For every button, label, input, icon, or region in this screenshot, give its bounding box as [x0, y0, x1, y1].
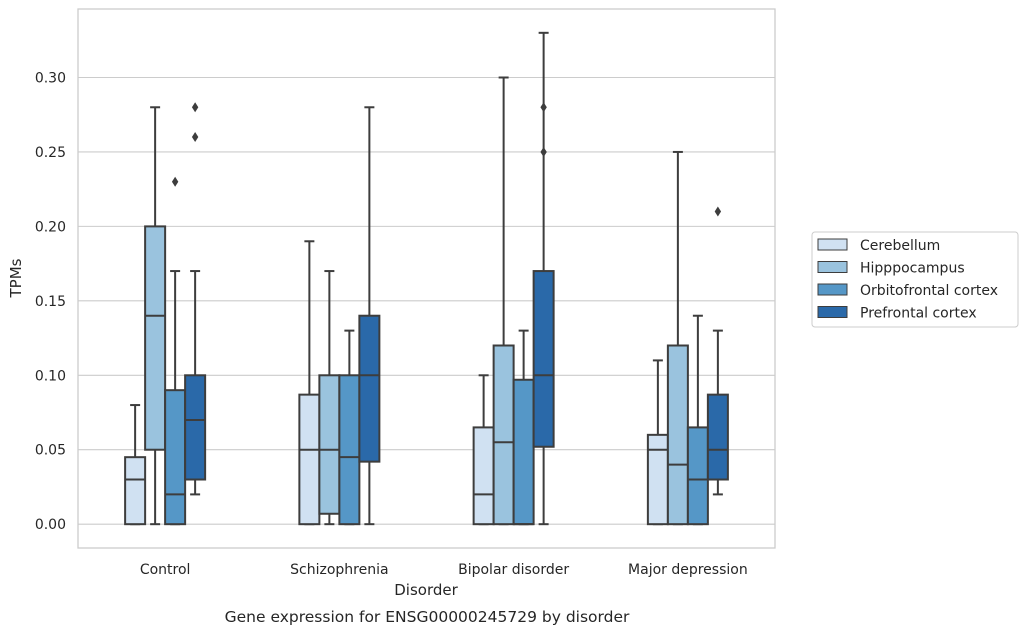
- box: [492, 344, 515, 526]
- box: [646, 433, 669, 526]
- legend-frame: [811, 231, 1019, 328]
- y-tick-label: 0.15: [35, 294, 66, 310]
- box: [318, 374, 341, 515]
- y-tick-label: 0.30: [35, 70, 66, 86]
- legend: Cerebellum Hipppocampus Orbitofrontal cort…: [811, 231, 1019, 328]
- box-group: [472, 31, 555, 526]
- y-tick-label: 0.10: [35, 368, 66, 384]
- y-tick-labels: 0.00 0.05 0.10 0.15 0.20 0.25 0.30: [35, 70, 66, 533]
- box: [144, 225, 167, 451]
- box: [184, 374, 207, 481]
- legend-swatch: [817, 261, 848, 273]
- outlier-point: [714, 206, 722, 217]
- x-axis-title: Disorder: [394, 581, 458, 599]
- legend-label: Orbitofrontal cortex: [860, 283, 998, 299]
- legend-label: Prefrontal cortex: [860, 306, 977, 322]
- outlier-point: [540, 102, 547, 113]
- outlier-point: [540, 146, 547, 157]
- x-tick-labels: Control Schizophrenia Bipolar disorder Majo…: [140, 562, 748, 578]
- box: [706, 393, 729, 481]
- legend-swatch: [817, 238, 848, 251]
- outlier-point: [191, 132, 199, 143]
- box: [512, 378, 535, 526]
- x-tick-label: Control: [140, 562, 191, 578]
- box-group: [646, 150, 729, 526]
- box: [532, 270, 555, 448]
- y-tick-label: 0.00: [35, 517, 66, 533]
- box: [298, 393, 321, 526]
- box: [358, 314, 381, 463]
- outlier-point: [171, 176, 179, 187]
- plot-frame: [77, 8, 776, 549]
- box-group: [124, 102, 207, 526]
- box-groups: [124, 31, 729, 526]
- chart-caption: Gene expression for ENSG00000245729 by d…: [225, 608, 630, 626]
- box: [338, 374, 361, 526]
- legend-swatch: [817, 283, 848, 296]
- x-tick-label: Bipolar disorder: [458, 562, 569, 578]
- x-tick-label: Major depression: [628, 562, 748, 578]
- y-tick-label: 0.05: [35, 443, 66, 459]
- y-tick-label: 0.20: [35, 219, 66, 235]
- box: [472, 426, 495, 526]
- y-axis-title: TPMs: [7, 258, 25, 298]
- box: [124, 456, 147, 526]
- legend-swatch: [817, 306, 848, 318]
- box: [686, 426, 709, 526]
- box: [164, 389, 187, 526]
- legend-label: Cerebellum: [860, 238, 940, 254]
- outlier-point: [191, 102, 199, 113]
- legend-label: Hipppocampus: [860, 261, 965, 277]
- box-group: [298, 106, 381, 526]
- x-tick-label: Schizophrenia: [290, 562, 388, 578]
- y-tick-label: 0.25: [35, 145, 66, 161]
- box: [666, 344, 689, 526]
